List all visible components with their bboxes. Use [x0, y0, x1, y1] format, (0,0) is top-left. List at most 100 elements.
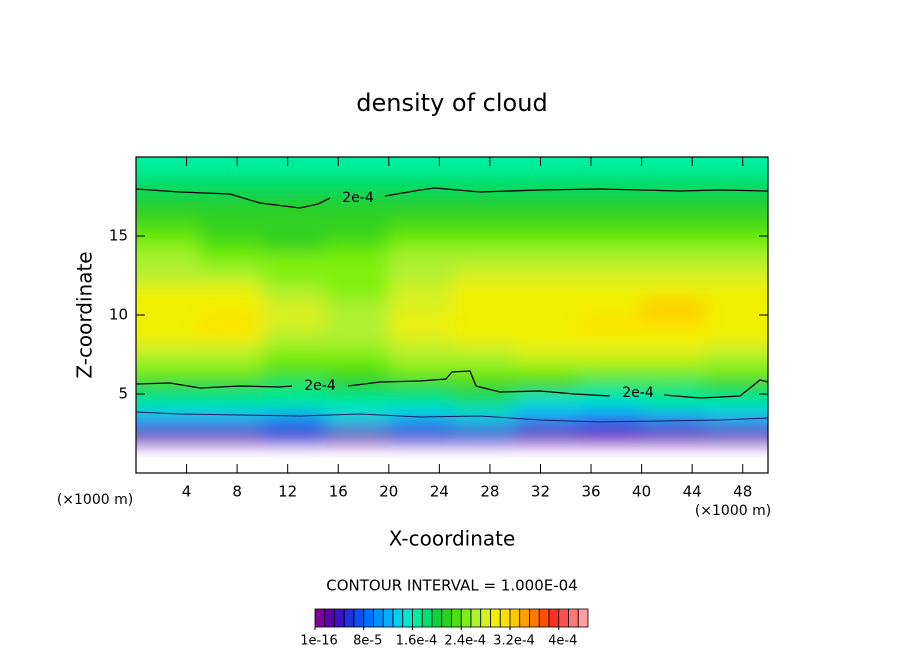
colorbar-box: [353, 608, 365, 628]
y-tick-label: 10: [109, 306, 128, 324]
contour-line: [135, 187, 769, 209]
colorbar-box: [490, 608, 501, 628]
field-cell: [641, 394, 706, 411]
field-cell: [641, 220, 706, 237]
field-cell: [452, 378, 516, 395]
colorbar-tick-label: 3.2e-4: [493, 634, 535, 649]
field-cell: [388, 378, 453, 395]
field-cell: [136, 299, 200, 316]
colorbar-box: [519, 608, 530, 628]
field-cell: [199, 283, 263, 300]
field-cell: [704, 394, 768, 411]
field-cell: [641, 188, 706, 205]
field-cell: [262, 251, 327, 269]
colorbar-box: [421, 608, 433, 628]
field-cell: [704, 220, 768, 237]
contour-label: 2e-4: [342, 190, 374, 206]
x-tick-label: 36: [581, 483, 600, 501]
y-tick-label: 15: [109, 227, 128, 245]
field-cell: [704, 330, 768, 348]
field-cell: [199, 188, 263, 205]
field-cell: [641, 346, 706, 363]
field-cell: [515, 283, 579, 300]
field-cell: [578, 394, 643, 411]
field-cell: [515, 204, 579, 221]
field-cell: [704, 204, 768, 221]
contour-interval: CONTOUR INTERVAL = 1.000E-04: [326, 577, 577, 595]
field-cell: [325, 157, 390, 174]
field-cell: [515, 172, 579, 190]
field-cell: [388, 220, 453, 237]
field: [136, 157, 768, 442]
field-cell: [136, 283, 200, 300]
field-cell: [641, 362, 706, 379]
field-cell: [578, 378, 643, 395]
colorbar-box: [558, 608, 569, 628]
field-cell: [641, 409, 706, 427]
colorbar-box: [460, 608, 472, 628]
field-cell: [325, 188, 390, 205]
field-cell: [452, 204, 516, 221]
field-cell: [515, 299, 579, 316]
field-cell: [452, 394, 516, 411]
colorbar-box: [529, 608, 540, 628]
field-cell: [136, 409, 200, 427]
field-cell: [578, 362, 643, 379]
field-cell: [704, 378, 768, 395]
field-cell: [515, 409, 579, 427]
field-cell: [388, 362, 453, 379]
field-cell: [578, 425, 643, 442]
field-cell: [641, 204, 706, 221]
field-cell: [452, 267, 516, 284]
x-tick-label: 16: [329, 483, 348, 501]
field-cell: [388, 204, 453, 221]
colorbar-box: [402, 608, 413, 628]
field-cell: [136, 394, 200, 411]
field-cell: [199, 394, 263, 411]
field-cell: [262, 425, 327, 442]
field-cell: [641, 236, 706, 253]
x-axis-label: X-coordinate: [389, 527, 516, 551]
field-cell: [452, 330, 516, 348]
overlay: 2e-42e-4 2e-44 8 12 16 20 24 28 32 36 40 44 48510151…: [109, 156, 769, 649]
colorbar-box: [538, 608, 550, 628]
field-cell: [325, 315, 390, 332]
field-cell: [199, 204, 263, 221]
field-cell: [388, 346, 453, 363]
colorbar-box: [451, 608, 462, 628]
field-cell: [704, 157, 768, 174]
field-cell: [388, 251, 453, 269]
field-cell: [325, 267, 390, 284]
field-cell: [262, 299, 327, 316]
field-cell: [388, 315, 453, 332]
field-cell: [262, 330, 327, 348]
field-cell: [388, 172, 453, 190]
field-cell: [704, 299, 768, 316]
x-tick-label: 24: [430, 483, 449, 501]
field-cell: [136, 315, 200, 332]
field-cell: [262, 346, 327, 363]
field-cell: [262, 394, 327, 411]
x-tick-label: 12: [278, 483, 297, 501]
field-cell: [704, 251, 768, 269]
field-cell: [136, 378, 200, 395]
field-cell: [136, 172, 200, 190]
field-cell: [515, 330, 579, 348]
field-cell: [199, 425, 263, 442]
field-cell: [136, 236, 200, 253]
field-cell: [578, 283, 643, 300]
field-cell: [641, 315, 706, 332]
field-cell: [704, 236, 768, 253]
field-cell: [704, 267, 768, 284]
field-cell: [199, 346, 263, 363]
field-cell: [452, 220, 516, 237]
field-cell: [515, 378, 579, 395]
colorbar-box: [343, 608, 355, 628]
field-cell: [641, 299, 706, 316]
field-cell: [136, 330, 200, 348]
x-tick-label: 28: [480, 483, 499, 501]
colorbar-box: [568, 608, 579, 628]
field-cell: [452, 236, 516, 253]
field-cell: [578, 267, 643, 284]
colorbar-tick-label: 1.6e-4: [396, 634, 438, 649]
